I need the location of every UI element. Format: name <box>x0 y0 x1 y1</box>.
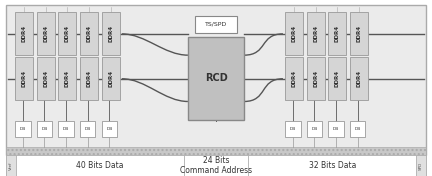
Bar <box>188 37 244 120</box>
Bar <box>6 155 426 176</box>
Text: DDR4: DDR4 <box>43 25 48 42</box>
Bar <box>328 121 344 137</box>
Bar <box>80 121 95 137</box>
Text: Vref: Vref <box>9 161 13 170</box>
Text: DDR4: DDR4 <box>108 70 113 87</box>
Text: TS/SPD: TS/SPD <box>205 22 227 27</box>
Bar <box>307 121 322 137</box>
Text: DDR4: DDR4 <box>356 70 362 87</box>
Bar <box>16 155 184 176</box>
Text: DDR4: DDR4 <box>43 70 48 87</box>
Text: DDR4: DDR4 <box>313 70 318 87</box>
Text: DDR4: DDR4 <box>292 70 297 87</box>
Text: DB: DB <box>41 127 48 131</box>
Bar <box>58 121 74 137</box>
Bar <box>15 121 31 137</box>
Bar <box>328 12 346 55</box>
Bar <box>15 12 33 55</box>
Text: DDR4: DDR4 <box>22 70 27 87</box>
Bar <box>350 57 368 100</box>
Bar <box>307 57 325 100</box>
Text: DB: DB <box>290 127 296 131</box>
Bar <box>6 5 426 155</box>
Bar <box>58 12 76 55</box>
Bar <box>307 12 325 55</box>
Text: 32 Bits Data: 32 Bits Data <box>308 161 356 170</box>
Text: DDR4: DDR4 <box>335 25 340 42</box>
Text: DB: DB <box>333 127 339 131</box>
Bar <box>102 57 120 100</box>
Bar <box>248 155 416 176</box>
Bar <box>80 57 98 100</box>
Text: DDR4: DDR4 <box>65 70 70 87</box>
Bar <box>37 121 52 137</box>
Bar <box>6 155 16 176</box>
Text: DDR4: DDR4 <box>86 25 92 42</box>
Text: DDR4: DDR4 <box>335 70 340 87</box>
Text: DB: DB <box>63 127 69 131</box>
Bar <box>350 121 365 137</box>
Bar <box>37 12 55 55</box>
Bar <box>285 12 303 55</box>
Bar <box>6 147 426 155</box>
Text: DB: DB <box>85 127 91 131</box>
Text: DB: DB <box>106 127 112 131</box>
Bar <box>58 57 76 100</box>
Text: RCD: RCD <box>205 73 227 83</box>
Bar <box>195 16 237 33</box>
Text: DDR4: DDR4 <box>22 25 27 42</box>
Text: DDR4: DDR4 <box>86 70 92 87</box>
Bar <box>350 12 368 55</box>
Bar <box>416 155 426 176</box>
Text: DDR4: DDR4 <box>356 25 362 42</box>
Text: DB: DB <box>311 127 318 131</box>
Bar <box>184 155 248 176</box>
Bar <box>102 12 120 55</box>
Text: 24 Bits
Command Address: 24 Bits Command Address <box>180 156 252 175</box>
Bar <box>80 12 98 55</box>
Bar <box>285 57 303 100</box>
Text: 40 Bits Data: 40 Bits Data <box>76 161 124 170</box>
Text: DB: DB <box>20 127 26 131</box>
Text: DDR4: DDR4 <box>65 25 70 42</box>
Text: SPD: SPD <box>419 161 423 169</box>
Text: DDR4: DDR4 <box>108 25 113 42</box>
Bar <box>37 57 55 100</box>
Text: DDR4: DDR4 <box>313 25 318 42</box>
Bar <box>15 57 33 100</box>
Text: DB: DB <box>355 127 361 131</box>
Text: DDR4: DDR4 <box>292 25 297 42</box>
Bar <box>328 57 346 100</box>
Bar <box>102 121 117 137</box>
Bar <box>285 121 301 137</box>
